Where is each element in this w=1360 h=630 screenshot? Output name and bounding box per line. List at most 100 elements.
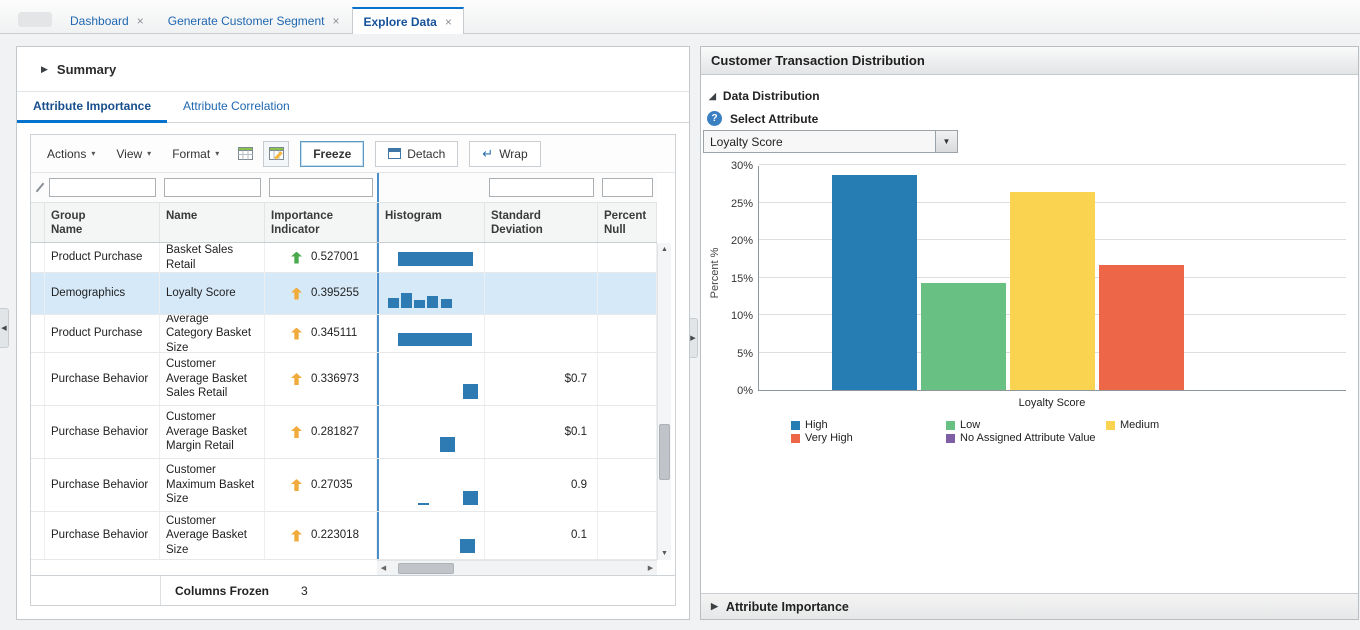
attribute-combobox-value[interactable]: Loyalty Score <box>703 130 936 153</box>
detach-button[interactable]: Detach <box>375 140 459 167</box>
legend-swatch <box>1106 420 1115 430</box>
column-header-name[interactable]: Name <box>160 203 265 242</box>
chevron-down-icon: ▾ <box>215 149 220 158</box>
table-row-customer-average-basket-margin-retail[interactable]: Purchase Behavior Customer Average Basket… <box>31 406 657 459</box>
cell-percent-null <box>598 406 657 458</box>
left-edge-collapse-button[interactable]: ◀ <box>0 308 9 348</box>
table-row-loyalty-score[interactable]: Demographics Loyalty Score 0.395255 <box>31 273 657 315</box>
attribute-combobox[interactable]: Loyalty Score ▼ <box>703 130 958 153</box>
close-tab-icon[interactable]: × <box>444 14 452 29</box>
help-icon[interactable]: ? <box>707 111 722 126</box>
cell-percent-null <box>598 459 657 511</box>
y-tick-label: 5% <box>737 347 753 360</box>
horizontal-scroll-track[interactable] <box>390 562 644 574</box>
subtab-attribute-importance[interactable]: Attribute Importance <box>17 99 168 123</box>
horizontal-scrollbar[interactable]: ◀ ▶ <box>377 560 657 575</box>
select-attribute-row: ? Select Attribute <box>707 111 818 126</box>
cell-name: Customer Maximum Basket Size <box>160 459 265 511</box>
chart-legend: High Low Medium Very High No Assigned Attrib… <box>791 419 1159 444</box>
header-gutter-cell <box>31 203 45 242</box>
filter-input-standard-deviation[interactable] <box>489 178 594 197</box>
cell-group-name: Product Purchase <box>45 243 160 272</box>
chart-plot-area <box>758 164 1346 391</box>
table-row-average-category-basket-size[interactable]: Product Purchase Average Category Basket … <box>31 315 657 353</box>
filter-input-importance-indicator[interactable] <box>269 178 373 197</box>
wrap-button[interactable]: ↵ Wrap <box>469 140 541 167</box>
cell-standard-deviation: 0.9 <box>485 459 598 511</box>
chevron-down-icon: ▾ <box>147 149 152 158</box>
chart-y-ticks: 0% 5% 10% 15% 20% 25% 30% <box>715 160 753 397</box>
subtab-attribute-correlation[interactable]: Attribute Correlation <box>183 99 290 113</box>
row-gutter-cell <box>31 512 45 559</box>
close-tab-icon[interactable]: × <box>136 14 144 28</box>
cell-name: Customer Average Basket Size <box>160 512 265 559</box>
vertical-scroll-thumb[interactable] <box>659 424 670 480</box>
scroll-left-button[interactable]: ◀ <box>380 565 387 572</box>
row-gutter-cell <box>31 315 45 352</box>
wrap-icon: ↵ <box>482 146 494 161</box>
chart-bar-medium <box>1010 192 1095 390</box>
chart-gridline <box>759 164 1346 165</box>
legend-label: Medium <box>1120 419 1160 431</box>
table-row-customer-maximum-basket-size[interactable]: Purchase Behavior Customer Maximum Basket… <box>31 459 657 512</box>
table-row-customer-average-basket-sales-retail[interactable]: Purchase Behavior Customer Average Basket… <box>31 353 657 406</box>
cell-name: Customer Average Basket Margin Retail <box>160 406 265 458</box>
column-header-standard-deviation[interactable]: Standard Deviation <box>485 203 598 242</box>
legend-swatch <box>791 433 800 443</box>
filter-input-group-name[interactable] <box>49 178 156 197</box>
view-menu-button[interactable]: View ▾ <box>108 143 159 165</box>
cell-histogram <box>377 406 485 458</box>
window-tab-generate-customer-segment[interactable]: Generate Customer Segment × <box>156 7 352 34</box>
legend-swatch <box>946 420 955 430</box>
query-by-example-icon-button[interactable] <box>263 140 290 167</box>
y-tick-label: 30% <box>730 160 753 172</box>
attribute-importance-section-header[interactable]: ▶ Attribute Importance <box>701 593 1358 619</box>
horizontal-scroll-thumb[interactable] <box>398 562 454 574</box>
histogram-bar <box>463 384 478 399</box>
cell-histogram <box>377 459 485 511</box>
vertical-scrollbar[interactable]: ▲ ▼ <box>657 243 671 560</box>
freeze-button[interactable]: Freeze <box>300 140 365 167</box>
column-header-group-name[interactable]: Group Name <box>45 203 160 242</box>
close-tab-icon[interactable]: × <box>332 14 340 28</box>
vertical-scroll-track[interactable] <box>658 256 671 547</box>
summary-section-header[interactable]: ▶ Summary <box>17 47 689 92</box>
column-header-percent-null[interactable]: Percent Null <box>598 203 657 242</box>
importance-up-arrow-icon <box>291 479 302 491</box>
filter-input-percent-null[interactable] <box>602 178 653 197</box>
row-gutter-cell <box>31 406 45 458</box>
y-tick-label: 25% <box>730 197 753 210</box>
legend-item-high: High <box>791 419 946 431</box>
data-distribution-label: Data Distribution <box>722 89 820 103</box>
data-distribution-section-header[interactable]: ◢ Data Distribution <box>709 89 820 103</box>
scroll-down-button[interactable]: ▼ <box>661 550 668 557</box>
chart-gridline <box>759 351 1346 353</box>
group-name-text: Product Purchase <box>51 327 143 340</box>
column-header-histogram[interactable]: Histogram <box>377 203 485 242</box>
table-status-bar: Columns Frozen 3 <box>30 576 676 606</box>
cell-percent-null <box>598 353 657 405</box>
table-row-basket-sales-retail[interactable]: Product Purchase Basket Sales Retail 0.527… <box>31 243 657 273</box>
attribute-subtabs: Attribute Importance Attribute Correlatio… <box>17 92 689 123</box>
column-header-importance-indicator[interactable]: Importance Indicator <box>265 203 377 242</box>
name-text: Customer Average Basket Size <box>166 514 247 556</box>
window-tab-dashboard[interactable]: Dashboard × <box>58 7 156 34</box>
cell-standard-deviation: $0.7 <box>485 353 598 405</box>
legend-item-very-high: Very High <box>791 432 946 444</box>
format-menu-button[interactable]: Format ▾ <box>164 143 227 165</box>
export-table-icon-button[interactable] <box>232 141 258 167</box>
y-tick-label: 10% <box>730 310 753 322</box>
window-tab-explore-data[interactable]: Explore Data × <box>351 7 464 34</box>
table-row-customer-average-basket-size[interactable]: Purchase Behavior Customer Average Basket… <box>31 512 657 560</box>
cell-standard-deviation <box>485 315 598 352</box>
cell-group-name: Purchase Behavior <box>45 406 160 458</box>
attribute-importance-label: Attribute Importance <box>725 599 849 614</box>
actions-menu-button[interactable]: Actions ▾ <box>39 143 103 165</box>
summary-label: Summary <box>56 61 117 77</box>
cell-importance-indicator: 0.281827 <box>265 406 377 458</box>
scroll-up-button[interactable]: ▲ <box>661 246 668 253</box>
combobox-dropdown-button[interactable]: ▼ <box>936 130 958 153</box>
scroll-right-button[interactable]: ▶ <box>647 565 654 572</box>
filter-input-name[interactable] <box>164 178 261 197</box>
chart-bar-very-high <box>1099 264 1184 390</box>
